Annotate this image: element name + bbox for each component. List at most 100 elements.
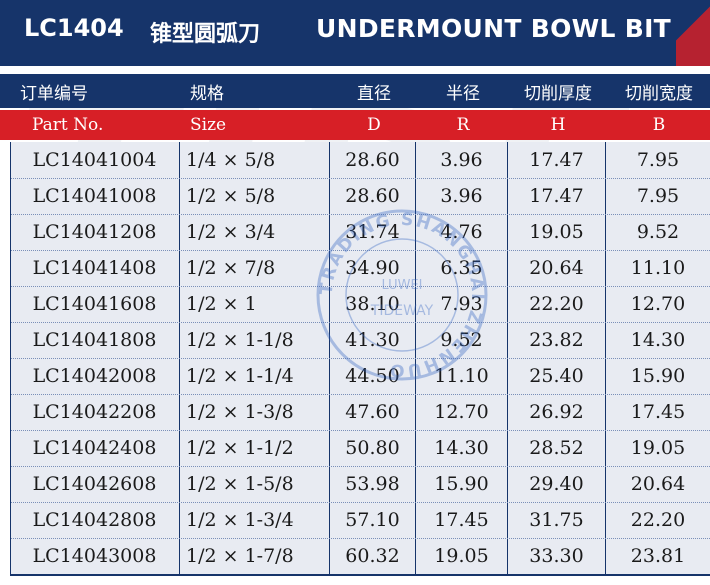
diameter-cell: 34.90 [330,250,416,286]
cut-width-cell: 14.30 [630,329,686,351]
header-en-part: Part No. [32,115,104,135]
table-row: LC14041408 1/2 × 7/8 34.90 6.35 20.64 11.10 [10,250,710,286]
table-row: LC14042808 1/2 × 1-3/4 57.10 17.45 31.75 22.2… [10,502,710,538]
size-cell: 1/2 × 1-1/4 [180,358,330,394]
diameter-cell: 60.32 [330,538,416,574]
header-cn-radius: 半径 [446,83,480,104]
size-cell: 1/2 × 1-3/4 [180,502,330,538]
row-divider [10,178,710,179]
part-number-cell: LC14041408 [10,250,180,286]
size-cell: 1/2 × 1-1/2 [180,430,330,466]
cut-height-cell: 23.82 [508,322,606,358]
radius-cell: 14.30 [416,430,508,466]
cut-width-cell: 22.20 [630,509,686,531]
cut-height-cell: 17.47 [508,178,606,214]
cut-width-cell: 12.70 [630,293,686,315]
cut-height-cell: 17.47 [508,142,606,178]
cut-height-cell: 33.30 [508,538,606,574]
table-left-edge [10,142,11,575]
part-number-cell: LC14042008 [10,358,180,394]
row-divider [10,466,710,467]
radius-cell: 19.05 [416,538,508,574]
radius-cell: 15.90 [416,466,508,502]
row-divider [10,394,710,395]
header-en-cut-width: B [652,115,666,135]
header-en-diameter: D [367,115,381,135]
radius-cell: 3.96 [416,178,508,214]
cut-height-cell: 31.75 [508,502,606,538]
header-cn-cut-width: 切削宽度 [625,83,693,104]
cut-width-cell: 11.10 [630,257,686,279]
row-divider [10,286,710,287]
cut-width-cell: 9.52 [636,221,680,243]
product-code: LC1404 [24,14,124,42]
size-cell: 1/2 × 7/8 [180,250,330,286]
header-en-size: Size [190,115,227,135]
radius-cell: 11.10 [416,358,508,394]
table-row: LC14041808 1/2 × 1-1/8 41.30 9.52 23.82 14.30 [10,322,710,358]
part-number-cell: LC14042408 [10,430,180,466]
table-row: LC14041008 1/2 × 5/8 28.60 3.96 17.47 7.95 [10,178,710,214]
diameter-cell: 47.60 [330,394,416,430]
radius-cell: 3.96 [416,142,508,178]
part-number-cell: LC14042208 [10,394,180,430]
title-bar: LC1404 锥型圆弧刀 UNDERMOUNT BOWL BIT [0,0,710,66]
radius-cell: 17.45 [416,502,508,538]
header-en-radius: R [456,115,470,135]
header-cn-cut-height: 切削厚度 [524,83,592,104]
cut-height-cell: 28.52 [508,430,606,466]
row-divider [10,322,710,323]
diameter-cell: 44.50 [330,358,416,394]
cut-width-cell: 20.64 [630,473,686,495]
header-row-chinese: 订单编号 规格 直径 半径 切削厚度 切削宽度 [0,74,710,108]
header-row-english: Part No. Size D R H B [0,110,710,140]
header-cn-diameter: 直径 [357,83,391,104]
diameter-cell: 57.10 [330,502,416,538]
cut-width-cell: 7.95 [636,185,680,207]
part-number-cell: LC14042608 [10,466,180,502]
diameter-cell: 50.80 [330,430,416,466]
cut-height-cell: 20.64 [508,250,606,286]
cut-height-cell: 29.40 [508,466,606,502]
table-row: LC14043008 1/2 × 1-7/8 60.32 19.05 33.30 23.8… [10,538,710,574]
size-cell: 1/2 × 1 [180,286,330,322]
title-accent-stripe [676,0,710,66]
diameter-cell: 53.98 [330,466,416,502]
cut-width-cell: 23.81 [630,545,686,567]
cut-height-cell: 25.40 [508,358,606,394]
size-cell: 1/2 × 1-3/8 [180,394,330,430]
diameter-cell: 38.10 [330,286,416,322]
row-divider [10,214,710,215]
diameter-cell: 31.74 [330,214,416,250]
cut-width-cell: 17.45 [630,401,686,423]
cut-height-cell: 22.20 [508,286,606,322]
part-number-cell: LC14041808 [10,322,180,358]
row-divider [10,358,710,359]
radius-cell: 9.52 [416,322,508,358]
table-row: LC14042208 1/2 × 1-3/8 47.60 12.70 26.92 17.4… [10,394,710,430]
radius-cell: 12.70 [416,394,508,430]
row-divider [10,250,710,251]
diameter-cell: 28.60 [330,142,416,178]
part-number-cell: LC14042808 [10,502,180,538]
product-name-english: UNDERMOUNT BOWL BIT [316,14,672,43]
table-row: LC14042608 1/2 × 1-5/8 53.98 15.90 29.40 20.6… [10,466,710,502]
header-en-cut-height: H [550,115,566,135]
cut-width-cell: 7.95 [636,149,680,171]
size-cell: 1/2 × 3/4 [180,214,330,250]
part-number-cell: LC14043008 [10,538,180,574]
radius-cell: 4.76 [416,214,508,250]
cut-width-cell: 15.90 [630,365,686,387]
table-row: LC14041608 1/2 × 1 38.10 7.93 22.20 12.70 [10,286,710,322]
size-cell: 1/2 × 1-5/8 [180,466,330,502]
part-number-cell: LC14041208 [10,214,180,250]
part-number-cell: LC14041008 [10,178,180,214]
cut-height-cell: 19.05 [508,214,606,250]
cut-height-cell: 26.92 [508,394,606,430]
row-divider [10,538,710,539]
size-cell: 1/2 × 1-1/8 [180,322,330,358]
size-cell: 1/4 × 5/8 [180,142,330,178]
radius-cell: 7.93 [416,286,508,322]
row-divider [10,430,710,431]
